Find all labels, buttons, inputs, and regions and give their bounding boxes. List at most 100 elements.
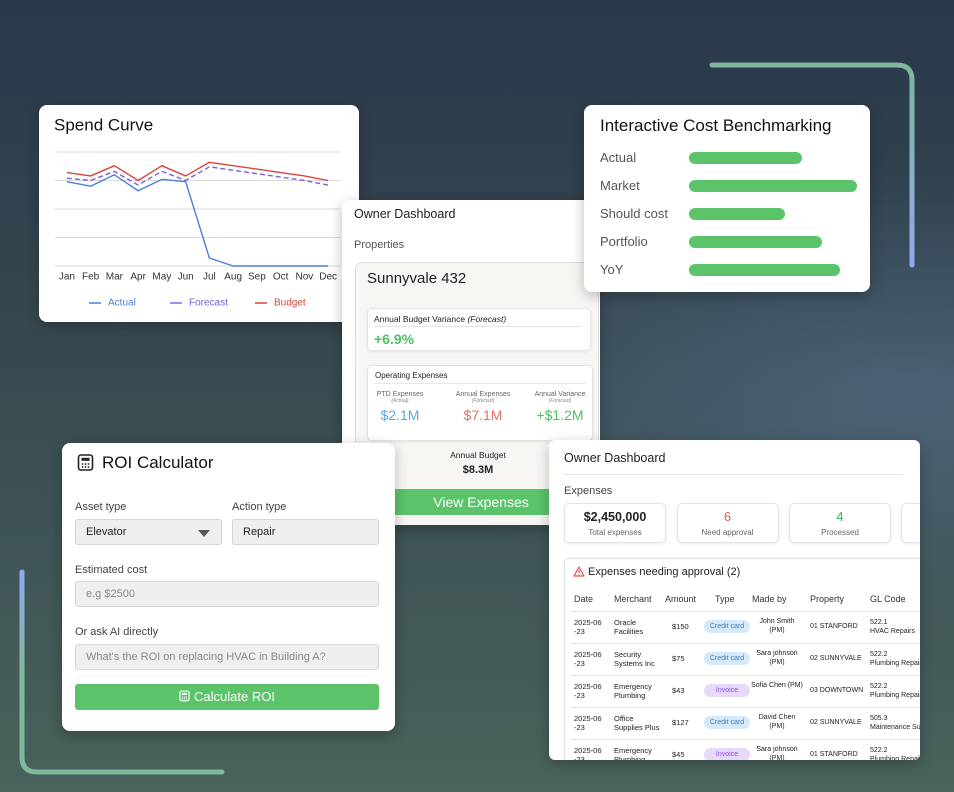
property-cell: 02 SUNNYVALE bbox=[810, 655, 862, 662]
type-pill: Invoice bbox=[704, 684, 750, 697]
property-cell: 01 STANFORD bbox=[810, 751, 858, 758]
variance-value: +6.9% bbox=[374, 331, 415, 347]
property-card: Sunnyvale 432 Annual Budget Variance (Fo… bbox=[355, 262, 599, 525]
x-tick-label: Sep bbox=[248, 272, 266, 283]
x-tick-label: Aug bbox=[224, 272, 242, 283]
row-divider bbox=[571, 611, 920, 612]
property-cell: 01 STANFORD bbox=[810, 623, 858, 630]
x-tick-label: May bbox=[152, 272, 171, 283]
warning-icon bbox=[573, 566, 585, 577]
x-tick-label: Jul bbox=[203, 272, 216, 283]
expenses-card: Owner Dashboard Expenses Expenses needin… bbox=[549, 440, 920, 760]
amount-cell: $45 bbox=[672, 750, 685, 759]
stat-value: 4 bbox=[836, 510, 844, 524]
column-label: PTD Expenses bbox=[376, 391, 424, 398]
amount-cell: $127 bbox=[672, 718, 689, 727]
approval-table: Expenses needing approval (2) Date Mercha… bbox=[564, 558, 920, 760]
action-input[interactable]: Repair bbox=[232, 519, 379, 545]
gl-code-cell: 522.1 bbox=[870, 619, 888, 626]
divider bbox=[374, 326, 582, 327]
merchant-cell: Security Systems Inc bbox=[614, 650, 655, 668]
stat-label: Need approval bbox=[701, 528, 754, 537]
roi-card: ROI Calculator Asset type Elevator Actio… bbox=[62, 443, 395, 731]
amount-cell: $150 bbox=[672, 622, 689, 631]
stat-card: $2,450,000 Total expenses bbox=[564, 503, 666, 543]
column-note: (Actual) bbox=[391, 398, 409, 404]
column-header: Merchant bbox=[614, 594, 652, 604]
note: (Forecast) bbox=[467, 314, 507, 324]
date-cell: 2025-06-23 bbox=[574, 746, 602, 760]
column-header: Property bbox=[810, 594, 845, 604]
type-pill: Credit card bbox=[704, 652, 750, 665]
x-tick-label: Nov bbox=[295, 272, 313, 283]
bar bbox=[689, 236, 822, 248]
gl-code-cell: 522.2 bbox=[870, 683, 888, 690]
column-header: Type bbox=[715, 594, 735, 604]
calculator-icon bbox=[179, 690, 190, 702]
row-divider bbox=[571, 739, 920, 740]
merchant-cell: Emergency Plumbing bbox=[614, 682, 652, 700]
budget-label: Annual Budget bbox=[450, 450, 506, 460]
divider bbox=[374, 383, 586, 384]
spend-curve-card: Spend Curve Jan Feb Mar Apr May Jun Jul Aug Sep O… bbox=[39, 105, 359, 322]
gl-name-cell: Plumbing Repair bbox=[870, 756, 920, 760]
bar-label: Portfolio bbox=[600, 234, 648, 249]
row-divider bbox=[571, 707, 920, 708]
benchmarking-card: Interactive Cost Benchmarking Actual Mark… bbox=[584, 105, 870, 292]
column-value: $7.1M bbox=[463, 407, 503, 423]
column-value: $2.1M bbox=[380, 407, 420, 423]
x-tick-label: Jan bbox=[59, 272, 75, 283]
column-header: Date bbox=[574, 594, 594, 604]
gl-code-cell: 522.2 bbox=[870, 747, 888, 754]
label: Annual Budget Variance bbox=[374, 314, 466, 324]
corner-line bbox=[19, 569, 225, 775]
gl-code-cell: 505.3 bbox=[870, 715, 888, 722]
column-header: GL Code bbox=[870, 594, 906, 604]
x-tick-label: Apr bbox=[130, 272, 146, 283]
type-pill: Credit card bbox=[704, 620, 750, 633]
row-divider bbox=[571, 643, 920, 644]
calculator-icon bbox=[77, 454, 94, 471]
series-line bbox=[66, 161, 329, 182]
variance-box: Annual Budget Variance (Forecast) +6.9% bbox=[367, 308, 591, 351]
cost-input[interactable]: e.g $2500 bbox=[75, 581, 379, 607]
legend-label: Forecast bbox=[189, 298, 228, 309]
column-note: (Forecast) bbox=[548, 398, 572, 404]
stat-card: 6 Need approval bbox=[676, 503, 779, 543]
gl-name-cell: Plumbing Repair bbox=[870, 692, 920, 699]
amount-cell: $43 bbox=[672, 686, 685, 695]
merchant-cell: Oracle Facilities bbox=[614, 618, 644, 636]
corner-line bbox=[709, 62, 915, 268]
asset-select[interactable]: Elevator bbox=[75, 519, 222, 545]
made-by-cell: David Chen (PM) bbox=[758, 714, 796, 730]
card-title: Owner Dashboard bbox=[354, 207, 456, 221]
bar bbox=[689, 152, 802, 164]
x-tick-label: Mar bbox=[106, 272, 124, 283]
field-label: Asset type bbox=[75, 501, 127, 513]
calculate-button[interactable]: Calculate ROI bbox=[75, 684, 379, 710]
type-pill: Invoice bbox=[704, 748, 750, 760]
x-tick-label: Dec bbox=[319, 272, 337, 283]
date-cell: 2025-06-23 bbox=[574, 650, 602, 668]
stat-card: 4 Processed bbox=[789, 503, 891, 543]
operating-box: Operating Expenses PTD Expenses (Actual) $… bbox=[367, 365, 593, 441]
type-pill: Credit card bbox=[704, 716, 750, 729]
legend-label: Budget bbox=[274, 298, 306, 309]
row-divider bbox=[571, 675, 920, 676]
field-label: Action type bbox=[232, 501, 287, 513]
spend-curve-chart: Spend Curve Jan Feb Mar Apr May Jun Jul Aug Sep O… bbox=[54, 115, 340, 309]
stat-card bbox=[901, 503, 920, 543]
field-label: Or ask AI directly bbox=[75, 626, 159, 638]
x-tick-label: Jun bbox=[178, 272, 194, 283]
select-value: Elevator bbox=[86, 526, 127, 538]
column-value: +$1.2M bbox=[536, 407, 584, 423]
gl-code-cell: 522.2 bbox=[870, 651, 888, 658]
date-cell: 2025-06-23 bbox=[574, 618, 602, 636]
ai-input[interactable]: What's the ROI on replacing HVAC in Buil… bbox=[75, 644, 379, 670]
legend-label: Actual bbox=[108, 298, 136, 309]
chart-title: Spend Curve bbox=[54, 115, 153, 134]
card-title: Interactive Cost Benchmarking bbox=[600, 116, 832, 135]
column-label: Annual Expenses bbox=[455, 391, 511, 398]
bar bbox=[689, 264, 841, 276]
